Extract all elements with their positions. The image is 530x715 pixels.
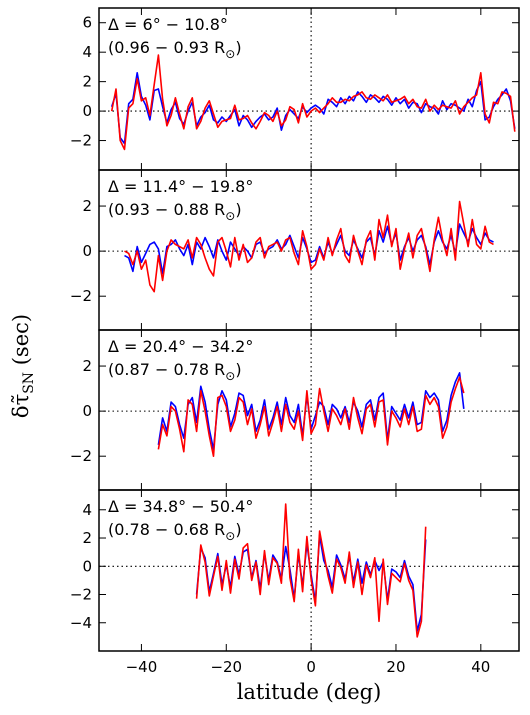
x-tick-label: −20 bbox=[210, 658, 242, 676]
panel-radius-range: (0.87 − 0.78 R⊙) bbox=[108, 360, 242, 383]
y-tick-label: 4 bbox=[82, 43, 92, 61]
y-tick-label: 6 bbox=[82, 14, 92, 32]
y-tick-label: 0 bbox=[82, 402, 92, 420]
panel-radius-subscript: ⊙ bbox=[225, 529, 235, 543]
y-tick-label: −2 bbox=[70, 287, 92, 305]
panel-radius-text: (0.96 − 0.93 R bbox=[108, 38, 225, 57]
y-tick-label: 0 bbox=[82, 102, 92, 120]
y-axis-title-symbol: δτ̃ bbox=[9, 394, 33, 418]
y-tick-label: −2 bbox=[70, 447, 92, 465]
x-tick-label: 20 bbox=[386, 658, 405, 676]
y-tick-label: −2 bbox=[70, 132, 92, 150]
y-axis-title: δτ̃SN (sec) bbox=[9, 314, 37, 418]
panel-delta-range: Δ = 20.4° − 34.2° bbox=[108, 337, 253, 356]
panel-radius-close: ) bbox=[235, 520, 241, 539]
panel-frame bbox=[98, 489, 520, 652]
y-tick-label: −2 bbox=[70, 586, 92, 604]
panel-radius-range: (0.96 − 0.93 R⊙) bbox=[108, 38, 242, 61]
panel-1: −2 0 2 4 6 Δ = 6° − 10.8° (0.96 − 0.93 R⊙) bbox=[70, 7, 520, 171]
y-tick-label: 2 bbox=[82, 73, 92, 91]
panel-radius-close: ) bbox=[235, 38, 241, 57]
panel-2: −2 0 2 Δ = 11.4° − 19.8° (0.93 − 0.88 R⊙) bbox=[70, 169, 520, 331]
x-tick-label: −40 bbox=[126, 658, 158, 676]
panel-delta-range: Δ = 34.8° − 50.4° bbox=[108, 497, 253, 516]
panel-radius-subscript: ⊙ bbox=[225, 209, 235, 223]
y-tick-label: 2 bbox=[82, 197, 92, 215]
panel-3: −2 0 2 Δ = 20.4° − 34.2° (0.87 − 0.78 R⊙) bbox=[70, 329, 520, 491]
panel-delta-range: Δ = 11.4° − 19.8° bbox=[108, 177, 253, 196]
series-line-red bbox=[157, 376, 465, 458]
series-line-blue bbox=[110, 72, 516, 145]
series-line-blue bbox=[124, 223, 494, 275]
y-tick-label: 2 bbox=[82, 529, 92, 547]
x-axis-title: latitude (deg) bbox=[237, 680, 382, 704]
panel-radius-close: ) bbox=[235, 360, 241, 379]
x-tick-label: 40 bbox=[471, 658, 490, 676]
y-tick-label: 2 bbox=[82, 357, 92, 375]
panel-radius-subscript: ⊙ bbox=[225, 369, 235, 383]
series-line-red bbox=[195, 503, 427, 638]
panel-radius-text: (0.87 − 0.78 R bbox=[108, 360, 225, 379]
panel-radius-range: (0.93 − 0.88 R⊙) bbox=[108, 200, 242, 223]
y-tick-label: 0 bbox=[82, 242, 92, 260]
y-tick-label: −4 bbox=[70, 614, 92, 632]
y-tick-label: 0 bbox=[82, 557, 92, 575]
y-axis-title-subscript: SN bbox=[21, 372, 37, 394]
panel-delta-range: Δ = 6° − 10.8° bbox=[108, 15, 228, 34]
panel-radius-text: (0.78 − 0.68 R bbox=[108, 520, 225, 539]
panel-radius-text: (0.93 − 0.88 R bbox=[108, 200, 225, 219]
panel-radius-subscript: ⊙ bbox=[225, 47, 235, 61]
panel-radius-range: (0.78 − 0.68 R⊙) bbox=[108, 520, 242, 543]
x-tick-label: 0 bbox=[306, 658, 316, 676]
panel-radius-close: ) bbox=[235, 200, 241, 219]
y-axis-title-unit: (sec) bbox=[9, 314, 33, 372]
series-line-red bbox=[110, 54, 516, 151]
y-tick-label: 4 bbox=[82, 501, 92, 519]
series-line-red bbox=[124, 200, 494, 293]
